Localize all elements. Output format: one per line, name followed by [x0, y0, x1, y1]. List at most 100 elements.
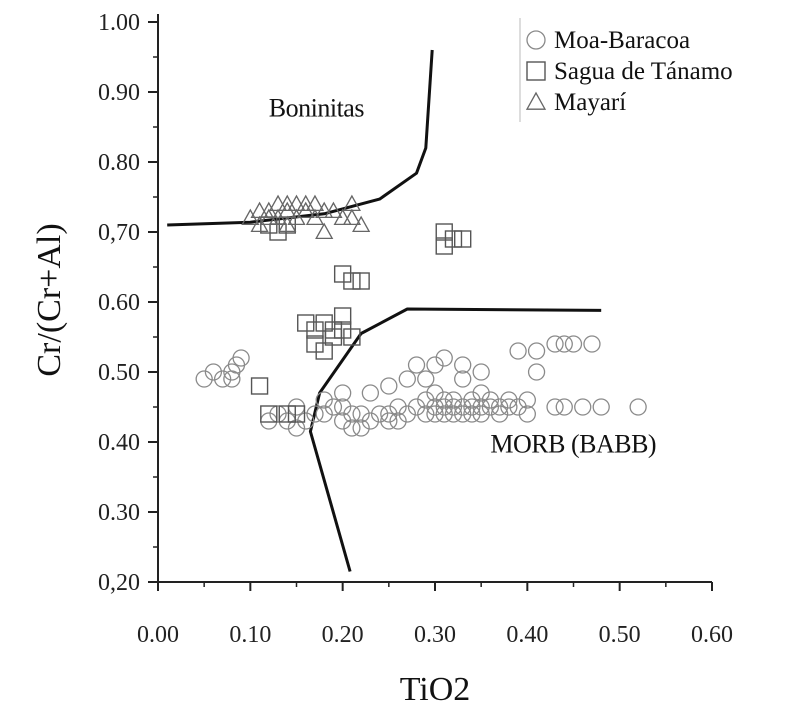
x-tick-label: 0.50	[599, 622, 641, 648]
square-point	[343, 272, 361, 290]
x-axis-title: TiO2	[400, 671, 471, 704]
square-point	[287, 405, 306, 423]
circle-point	[269, 405, 287, 423]
circle-point	[435, 398, 453, 416]
circle-point	[527, 342, 546, 360]
morb-boundary	[308, 307, 602, 572]
circle-point	[509, 398, 527, 416]
circle-point	[472, 384, 490, 402]
y-axis-title: Cr/(Cr+Al)	[31, 223, 68, 376]
x-tick-label: 0.20	[322, 622, 364, 648]
circle-point	[380, 377, 398, 395]
circle-point	[334, 384, 352, 402]
circle-point	[463, 391, 481, 409]
x-tick-label: 0.40	[506, 622, 548, 648]
y-tick-label: 0.40	[98, 430, 140, 456]
circle-point	[287, 398, 306, 416]
circle-point	[454, 398, 472, 416]
square-point	[250, 377, 269, 395]
axes: 0.00 0.10 0.20 0.30 0.40 0.50 0.60 0,20 0.30 0.40…	[98, 10, 733, 648]
circle-point	[306, 405, 324, 423]
triangle-point	[324, 201, 343, 219]
circle-point	[472, 405, 490, 423]
circle-point	[546, 335, 564, 353]
circle-point	[454, 356, 472, 374]
circle-point	[481, 391, 500, 409]
square-point	[454, 230, 472, 248]
triangle-point	[333, 208, 352, 226]
square-point	[435, 223, 453, 241]
circle-point	[426, 384, 444, 402]
y-tick-label: 0,70	[98, 220, 140, 246]
circle-point	[518, 391, 536, 409]
circle-point	[444, 391, 463, 409]
circle-point	[204, 363, 223, 381]
square-point	[315, 314, 333, 332]
axis-titles: TiO2 Cr/(Cr+Al)	[31, 223, 471, 708]
triangle-point	[296, 194, 315, 212]
x-tick-label: 0.30	[414, 622, 456, 648]
square-point	[343, 328, 361, 346]
circle-point	[555, 398, 573, 416]
square-point	[333, 265, 352, 283]
field-labels: Boninitas MORB (BABB)	[269, 94, 657, 459]
circle-point	[380, 412, 398, 430]
circle-point	[315, 391, 333, 409]
triangle-point	[315, 222, 334, 240]
circle-point	[564, 335, 583, 353]
square-point	[324, 321, 343, 339]
circle-point	[417, 405, 435, 423]
triangle-point	[278, 194, 297, 212]
circle-point	[463, 405, 481, 423]
square-point	[297, 314, 315, 332]
circle-point	[574, 398, 592, 416]
circle-point	[287, 419, 306, 437]
circle-point	[352, 419, 370, 437]
circle-point	[417, 370, 435, 388]
square-point	[333, 307, 352, 325]
y-tick-label: 0.60	[98, 290, 140, 316]
circle-point	[334, 412, 352, 430]
circle-point	[454, 370, 472, 388]
circle-point	[398, 405, 416, 423]
circle-point	[463, 398, 481, 416]
circle-point	[223, 370, 241, 388]
circle-point	[629, 398, 647, 416]
circle-point	[555, 335, 573, 353]
triangle-point	[352, 215, 371, 233]
square-point	[435, 237, 453, 255]
circle-point	[472, 363, 490, 381]
field-boundaries	[167, 49, 602, 572]
circle-point	[213, 370, 232, 388]
circle-point	[343, 419, 361, 437]
circle-point	[481, 398, 500, 416]
circle-point	[490, 398, 509, 416]
circle-point	[324, 398, 343, 416]
y-tick-label: 0.50	[98, 360, 140, 386]
square-point	[444, 230, 463, 248]
legend-triangle-icon	[525, 91, 547, 110]
circle-point	[343, 405, 361, 423]
data-markers	[195, 194, 647, 437]
square-point	[333, 321, 352, 339]
circle-point	[426, 356, 444, 374]
x-tick-label: 0.00	[137, 622, 179, 648]
legend-box	[520, 18, 792, 122]
circle-point	[407, 356, 426, 374]
circle-point	[195, 370, 213, 388]
legend-circle-icon	[526, 30, 546, 50]
circle-point	[398, 370, 416, 388]
y-tick-label: 0.90	[98, 80, 140, 106]
circle-point	[232, 349, 250, 367]
circle-point	[490, 405, 509, 423]
circle-point	[472, 398, 490, 416]
boninitas-label: Boninitas	[269, 94, 365, 123]
circle-point	[361, 384, 380, 402]
circle-point	[426, 405, 444, 423]
circle-point	[435, 405, 453, 423]
y-tick-label: 0,20	[98, 570, 140, 596]
legend-square-icon	[526, 61, 546, 81]
square-point	[260, 405, 278, 423]
